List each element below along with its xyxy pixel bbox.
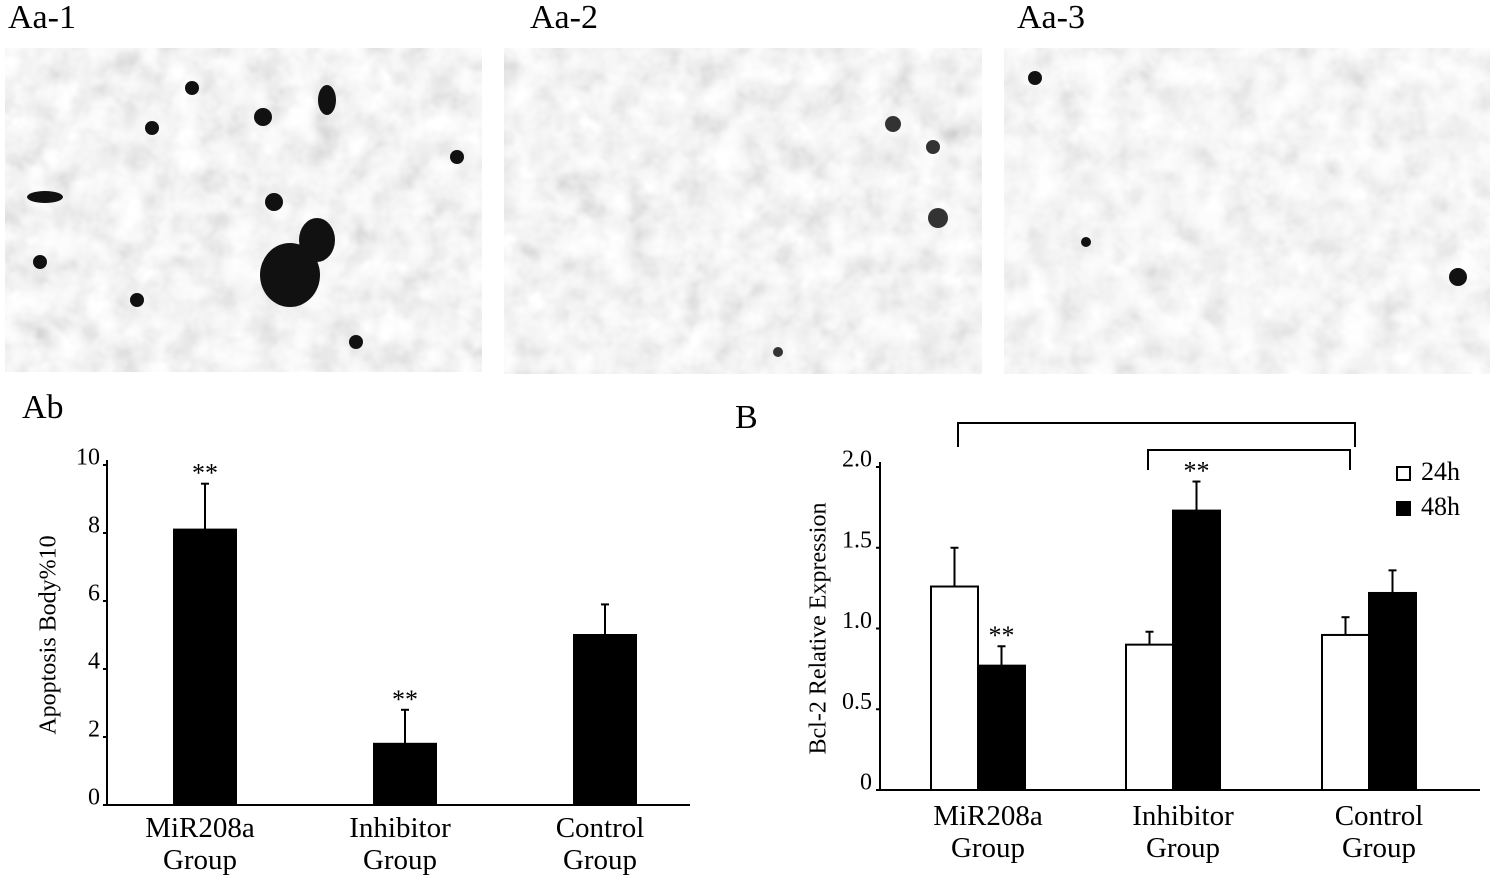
bar	[930, 585, 979, 792]
bar	[1368, 591, 1417, 791]
y-tick-label: 0.5	[842, 689, 872, 715]
x-tick-label: MiR208a Group	[145, 812, 255, 876]
y-tick-label: 1.5	[842, 527, 872, 553]
significance-label: **	[192, 459, 218, 488]
y-tick-label: 2	[88, 717, 100, 743]
significance-label: **	[989, 621, 1015, 650]
x-tick-label: Inhibitor Group	[349, 812, 451, 876]
x-tick-label: Inhibitor Group	[1132, 800, 1234, 864]
legend-swatch	[1396, 466, 1411, 481]
y-tick-label: 10	[76, 445, 100, 471]
x-tick-label: Control Group	[1334, 800, 1424, 864]
legend-swatch	[1396, 501, 1411, 516]
bar	[977, 664, 1026, 792]
bar	[573, 634, 637, 806]
micrograph	[5, 48, 482, 372]
panel-label: B	[735, 399, 758, 436]
y-tick-label: 0	[88, 785, 100, 811]
panel-label: Aa-3	[1017, 0, 1085, 36]
significance-label: **	[392, 685, 418, 714]
panel-label: Ab	[22, 389, 64, 426]
bar	[1125, 643, 1174, 792]
y-tick-label: 2.0	[842, 447, 872, 473]
legend-label: 24h	[1421, 457, 1460, 486]
bar	[173, 528, 237, 806]
x-tick-label: Control Group	[555, 812, 645, 876]
y-tick-label: 1.0	[842, 608, 872, 634]
bar	[1321, 633, 1370, 792]
bar	[1172, 509, 1221, 791]
panel-label: Aa-1	[8, 0, 76, 36]
panel-label: Aa-2	[530, 0, 598, 36]
bracket	[957, 422, 1356, 470]
y-tick-label: 6	[88, 581, 100, 607]
y-tick-label: 4	[88, 649, 100, 675]
significance-label: **	[1184, 457, 1210, 486]
micrograph	[504, 48, 982, 374]
legend-label: 48h	[1421, 492, 1460, 521]
y-axis-label: Bcl-2 Relative Expression	[806, 503, 832, 755]
micrograph	[1004, 48, 1490, 374]
y-tick-label: 8	[88, 513, 100, 539]
x-tick-label: MiR208a Group	[933, 800, 1043, 864]
y-axis-label: Apoptosis Body%10	[36, 535, 62, 734]
y-tick-label: 0	[860, 770, 872, 796]
bar	[373, 742, 437, 806]
